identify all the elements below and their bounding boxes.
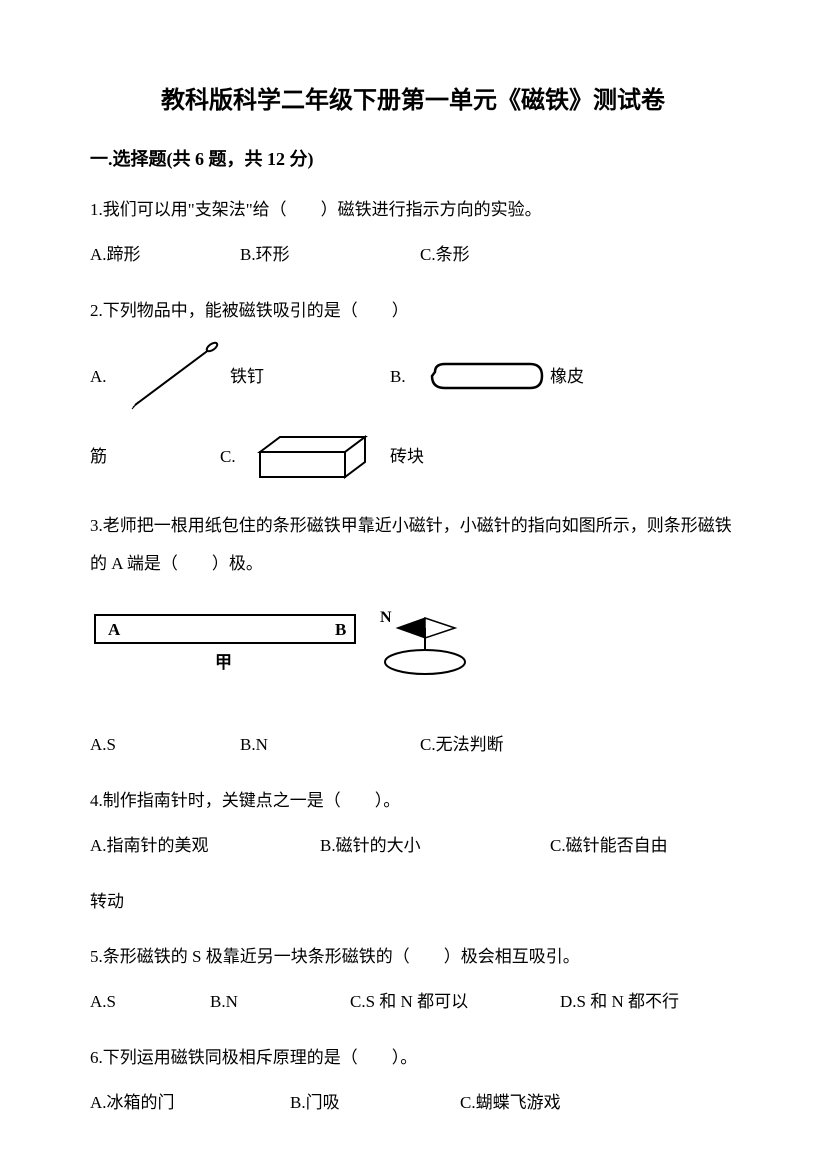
question-3: 3.老师把一根用纸包住的条形磁铁甲靠近小磁针，小磁针的指向如图所示，则条形磁铁的… bbox=[90, 507, 736, 764]
q2-row1: A. 铁钉 B. 橡皮 bbox=[90, 337, 736, 417]
q4-text: 4.制作指南针时，关键点之一是（ ）。 bbox=[90, 782, 736, 819]
q5-text: 5.条形磁铁的 S 极靠近另一块条形磁铁的（ ）极会相互吸引。 bbox=[90, 938, 736, 975]
q2-label-b: B. bbox=[390, 358, 420, 395]
svg-text:甲: 甲 bbox=[215, 653, 232, 672]
q6-opt-b: B.门吸 bbox=[290, 1084, 460, 1121]
svg-text:B: B bbox=[335, 620, 346, 639]
section-header: 一.选择题(共 6 题，共 12 分) bbox=[90, 145, 736, 171]
q6-opt-c: C.蝴蝶飞游戏 bbox=[460, 1084, 736, 1121]
q6-options: A.冰箱的门 B.门吸 C.蝴蝶飞游戏 bbox=[90, 1084, 736, 1121]
question-6: 6.下列运用磁铁同极相斥原理的是（ ）。 A.冰箱的门 B.门吸 C.蝴蝶飞游戏 bbox=[90, 1039, 736, 1122]
q2-text-a: 铁钉 bbox=[230, 358, 390, 395]
q2-row2: 筋 C. 砖块 bbox=[90, 427, 736, 487]
q1-opt-c: C.条形 bbox=[420, 236, 600, 273]
q5-opt-a: A.S bbox=[90, 983, 210, 1020]
q3-text: 3.老师把一根用纸包住的条形磁铁甲靠近小磁针，小磁针的指向如图所示，则条形磁铁的… bbox=[90, 507, 736, 582]
eraser-icon bbox=[420, 352, 550, 402]
q1-opt-a: A.蹄形 bbox=[90, 236, 240, 273]
q5-opt-d: D.S 和 N 都不行 bbox=[560, 983, 736, 1020]
q2-text-jin: 筋 bbox=[90, 438, 220, 475]
question-4: 4.制作指南针时，关键点之一是（ ）。 A.指南针的美观 B.磁针的大小 C.磁… bbox=[90, 782, 736, 920]
q4-opt-a: A.指南针的美观 bbox=[90, 827, 320, 864]
q6-text: 6.下列运用磁铁同极相斥原理的是（ ）。 bbox=[90, 1039, 736, 1076]
q3-opt-b: B.N bbox=[240, 726, 420, 763]
q4-opt-c-cont: 转动 bbox=[90, 883, 736, 920]
q3-opt-a: A.S bbox=[90, 726, 240, 763]
q2-text: 2.下列物品中，能被磁铁吸引的是（ ） bbox=[90, 292, 736, 329]
q4-opt-b: B.磁针的大小 bbox=[320, 827, 550, 864]
q2-options: A. 铁钉 B. 橡皮 筋 C. 砖块 bbox=[90, 337, 736, 487]
question-5: 5.条形磁铁的 S 极靠近另一块条形磁铁的（ ）极会相互吸引。 A.S B.N … bbox=[90, 938, 736, 1021]
q4-options: A.指南针的美观 B.磁针的大小 C.磁针能否自由 bbox=[90, 827, 736, 864]
svg-text:A: A bbox=[108, 620, 121, 639]
brick-icon bbox=[250, 427, 380, 487]
q2-text-c: 砖块 bbox=[390, 438, 424, 475]
question-2: 2.下列物品中，能被磁铁吸引的是（ ） A. 铁钉 B. 橡皮 筋 C. bbox=[90, 292, 736, 487]
q1-text: 1.我们可以用"支架法"给（ ）磁铁进行指示方向的实验。 bbox=[90, 191, 736, 228]
q5-opt-c: C.S 和 N 都可以 bbox=[350, 983, 560, 1020]
q4-opt-c: C.磁针能否自由 bbox=[550, 827, 736, 864]
question-1: 1.我们可以用"支架法"给（ ）磁铁进行指示方向的实验。 A.蹄形 B.环形 C… bbox=[90, 191, 736, 274]
q5-options: A.S B.N C.S 和 N 都可以 D.S 和 N 都不行 bbox=[90, 983, 736, 1020]
svg-text:N: N bbox=[380, 609, 392, 626]
q2-label-a: A. bbox=[90, 358, 120, 395]
page-title: 教科版科学二年级下册第一单元《磁铁》测试卷 bbox=[90, 80, 736, 115]
q3-options: A.S B.N C.无法判断 bbox=[90, 726, 736, 763]
q3-opt-c: C.无法判断 bbox=[420, 726, 600, 763]
q1-options: A.蹄形 B.环形 C.条形 bbox=[90, 236, 736, 273]
nail-icon bbox=[120, 337, 230, 417]
q6-opt-a: A.冰箱的门 bbox=[90, 1084, 290, 1121]
q5-opt-b: B.N bbox=[210, 983, 350, 1020]
q3-diagram: A B 甲 N bbox=[90, 600, 736, 708]
q1-opt-b: B.环形 bbox=[240, 236, 420, 273]
q2-text-b: 橡皮 bbox=[550, 358, 584, 395]
q2-label-c: C. bbox=[220, 438, 250, 475]
